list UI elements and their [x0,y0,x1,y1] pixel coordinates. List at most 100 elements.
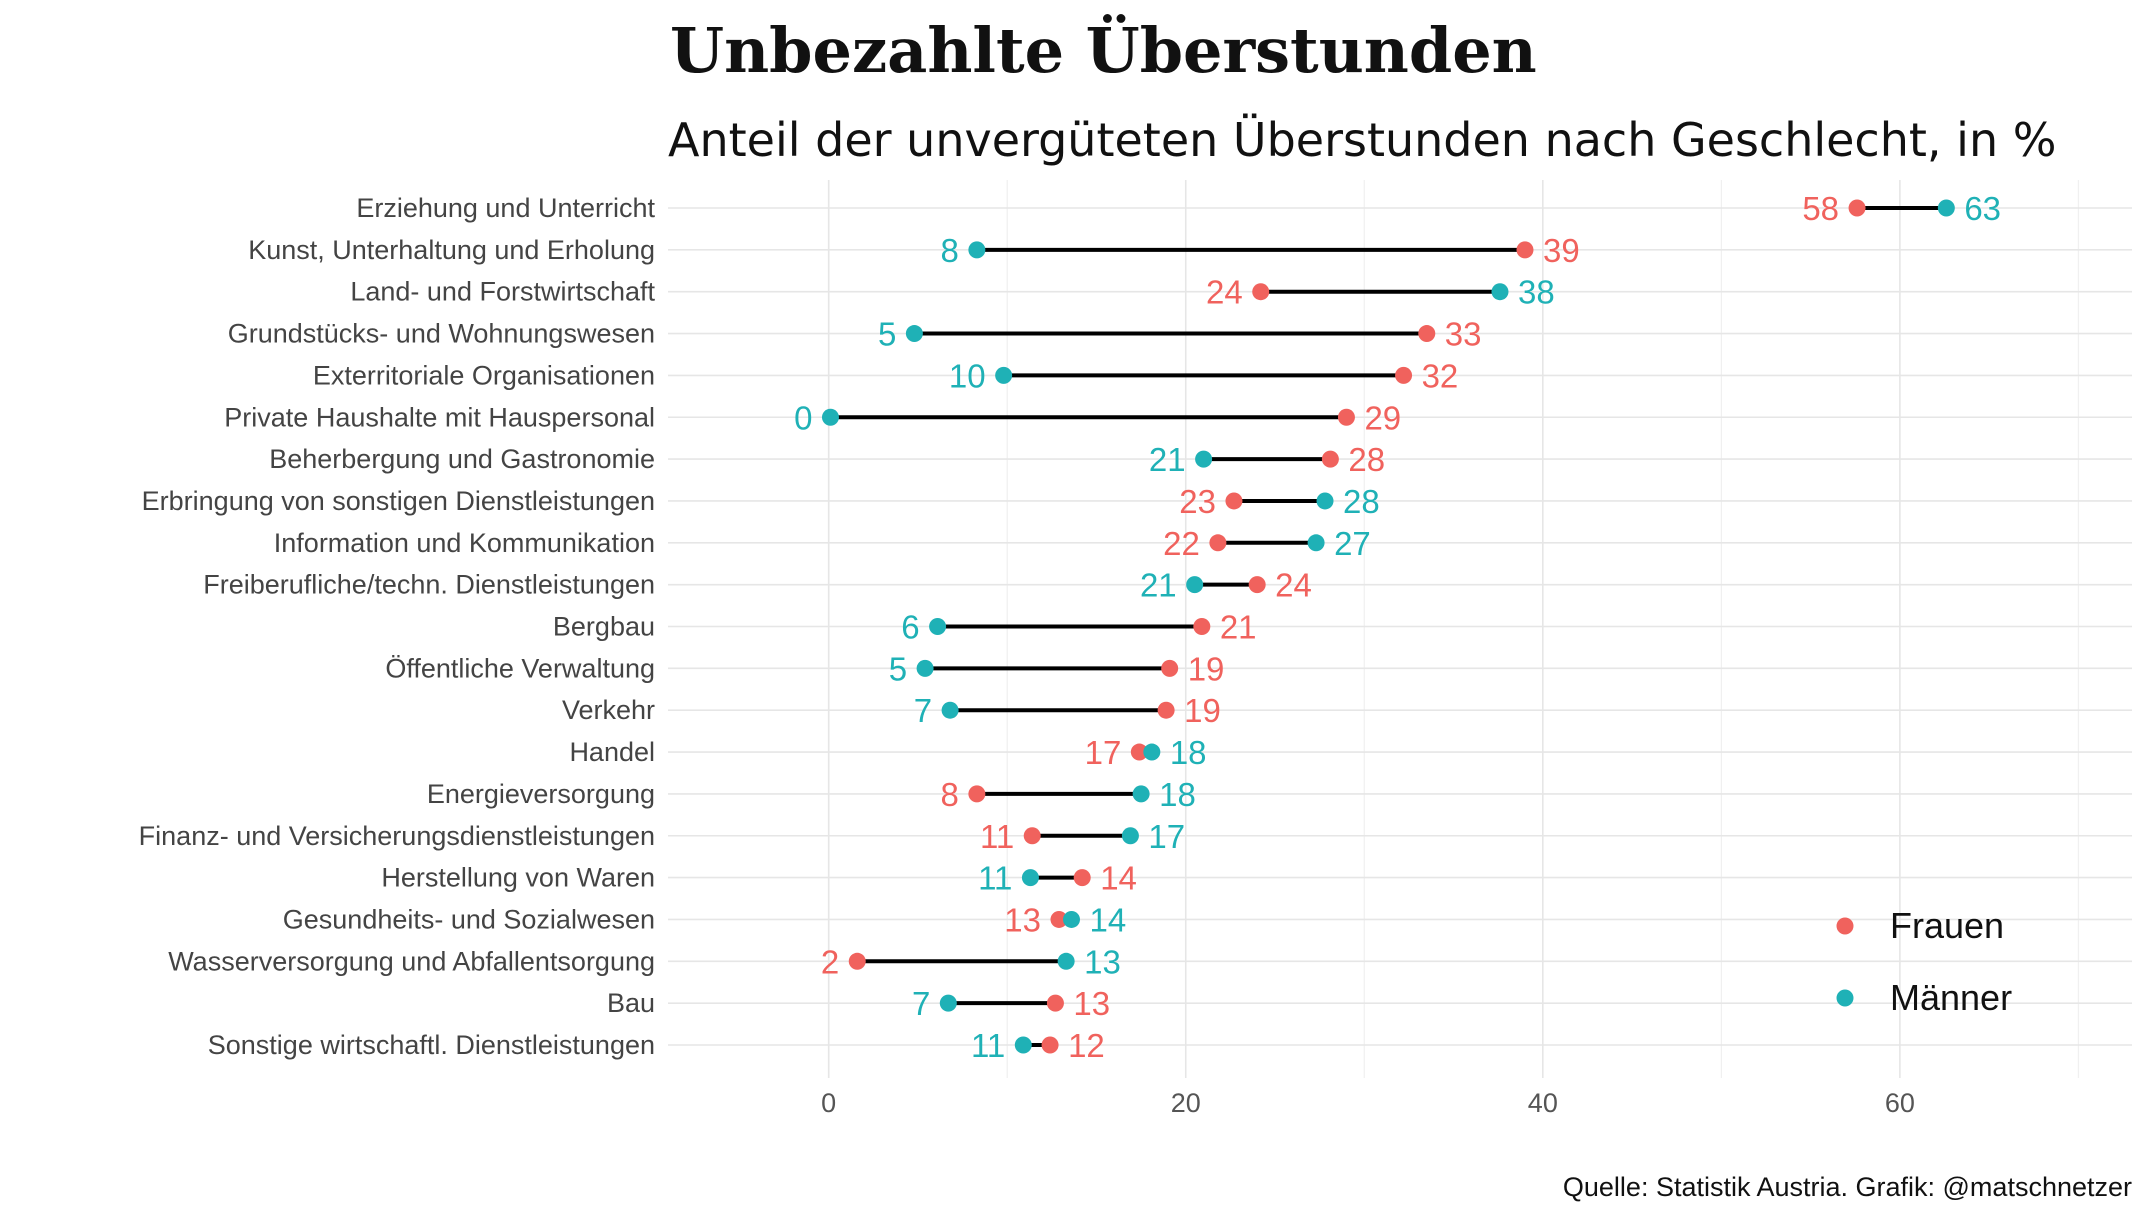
category-label: Bergbau [553,612,655,642]
category-label: Gesundheits- und Sozialwesen [283,904,655,934]
frauen-point [1321,450,1339,468]
category-label: Sonstige wirtschaftl. Dienstleistungen [208,1030,655,1060]
maenner-point [1021,869,1039,887]
maenner-value-label: 11 [978,860,1012,897]
x-tick-label: 40 [1528,1088,1558,1118]
maenner-point [905,325,923,343]
category-label: Private Haushalte mit Hauspersonal [224,402,655,432]
frauen-value-label: 2 [821,943,839,980]
maenner-value-label: 28 [1343,483,1380,520]
frauen-value-label: 13 [1073,985,1110,1022]
frauen-value-label: 28 [1348,441,1385,478]
frauen-value-label: 13 [1004,901,1041,938]
category-label: Beherbergung und Gastronomie [269,444,655,474]
frauen-point [1046,994,1064,1012]
category-label: Freiberufliche/techn. Dienstleistungen [203,570,655,600]
frauen-point [1248,576,1266,594]
maenner-point [1491,283,1509,301]
maenner-value-label: 8 [941,232,959,269]
frauen-value-label: 58 [1802,190,1839,227]
frauen-value-label: 12 [1068,1027,1105,1064]
maenner-point [939,994,957,1012]
category-label: Erziehung und Unterricht [356,193,655,223]
category-label: Energieversorgung [427,779,655,809]
maenner-point [916,659,934,677]
legend: Frauen Männer [1836,905,2012,1018]
maenner-value-label: 7 [914,692,932,729]
frauen-value-label: 17 [1085,734,1122,771]
frauen-point [1418,325,1436,343]
chart-subtitle: Anteil der unvergüteten Überstunden nach… [668,113,2056,167]
maenner-point [1195,450,1213,468]
frauen-point [1252,283,1270,301]
maenner-value-label: 0 [794,399,812,436]
frauen-value-label: 24 [1206,274,1243,311]
maenner-value-label: 10 [949,357,986,394]
maenner-point [1307,534,1325,552]
maenner-value-label: 5 [878,316,896,353]
frauen-value-label: 8 [941,776,959,813]
category-label: Finanz- und Versicherungsdienstleistunge… [139,821,655,851]
frauen-point [1337,408,1355,426]
category-label: Grundstücks- und Wohnungswesen [228,319,655,349]
category-label: Kunst, Unterhaltung und Erholung [248,235,655,265]
maenner-point [1057,952,1075,970]
maenner-value-label: 63 [1964,190,2001,227]
frauen-point [1193,618,1211,635]
maenner-value-label: 11 [971,1027,1005,1064]
maenner-value-label: 7 [912,985,930,1022]
frauen-value-label: 33 [1445,316,1482,353]
maenner-point [929,618,947,635]
category-label: Verkehr [562,695,655,725]
category-label: Öffentliche Verwaltung [385,653,655,683]
chart-title: Unbezahlte Überstunden [670,14,1537,87]
maenner-point [1937,199,1955,217]
maenner-value-label: 38 [1518,274,1555,311]
frauen-value-label: 29 [1364,399,1401,436]
maenner-value-label: 17 [1148,818,1185,855]
category-label: Bau [607,988,655,1018]
frauen-value-label: 23 [1179,483,1216,520]
frauen-point [1225,492,1243,510]
category-label: Herstellung von Waren [381,863,655,893]
frauen-point [1848,199,1866,217]
maenner-value-label: 21 [1149,441,1186,478]
frauen-value-label: 11 [980,818,1014,855]
maenner-point [1014,1036,1032,1054]
frauen-value-label: 39 [1543,232,1580,269]
frauen-value-label: 22 [1163,525,1200,562]
maenner-point [1062,910,1080,928]
category-label: Handel [569,737,655,767]
frauen-point [848,952,866,970]
frauen-value-label: 19 [1188,650,1225,687]
category-label: Wasserversorgung und Abfallentsorgung [168,946,655,976]
frauen-point [1516,241,1534,259]
category-label: Land- und Forstwirtschaft [350,277,655,307]
frauen-value-label: 21 [1220,609,1257,646]
maenner-point [968,241,986,259]
maenner-value-label: 18 [1170,734,1207,771]
frauen-point [1073,869,1091,887]
category-label: Information und Kommunikation [274,528,655,558]
maenner-value-label: 14 [1089,901,1126,938]
maenner-value-label: 21 [1140,567,1177,604]
frauen-point [1209,534,1227,552]
frauen-value-label: 32 [1422,357,1459,394]
maenner-point [1186,576,1204,594]
category-label: Erbringung von sonstigen Dienstleistunge… [142,486,655,516]
chart-caption: Quelle: Statistik Austria. Grafik: @mats… [1563,1172,2132,1202]
x-tick-label: 0 [821,1088,836,1118]
frauen-point [1050,910,1068,928]
maenner-point [995,366,1013,384]
point-layer [821,199,1955,1054]
maenner-value-label: 5 [889,650,907,687]
x-tick-label: 60 [1885,1088,1915,1118]
frauen-point [968,785,986,803]
maenner-value-label: 27 [1334,525,1371,562]
legend-frauen-label: Frauen [1890,905,2004,946]
maenner-value-label: 18 [1159,776,1196,813]
